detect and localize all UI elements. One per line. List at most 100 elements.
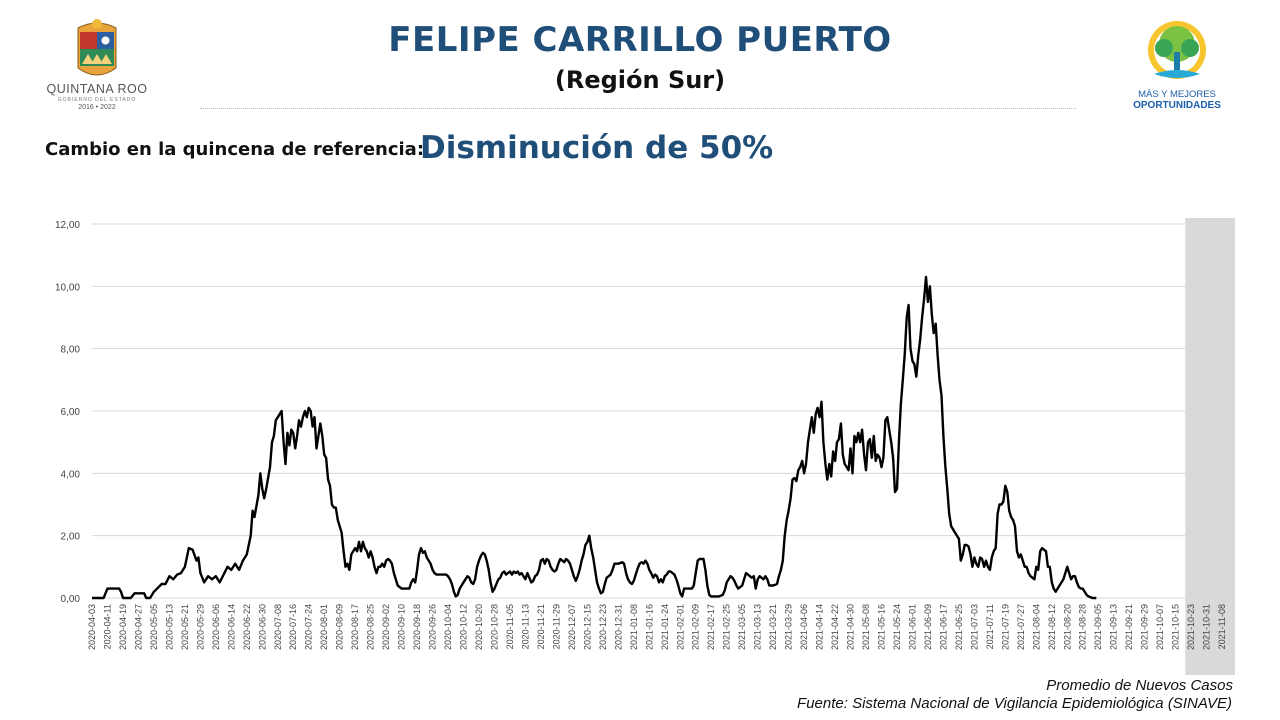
- x-tick-label: 2021-08-28: [1078, 604, 1088, 650]
- logo-line2: OPORTUNIDADES: [1133, 100, 1221, 111]
- x-tick-label: 2021-10-07: [1155, 604, 1165, 650]
- series-label: Promedio de Nuevos Casos: [1046, 677, 1233, 694]
- highlight-band: [1185, 218, 1235, 675]
- x-tick-label: 2021-05-16: [876, 604, 886, 650]
- x-tick-label: 2020-05-21: [180, 604, 190, 650]
- x-tick-label: 2021-01-24: [660, 604, 670, 650]
- x-tick-label: 2021-08-20: [1062, 604, 1072, 650]
- cases-line-chart: 0,00 2,00 4,00 6,00 8,00 10,00 12,00 2020-04-0…: [55, 218, 1235, 675]
- x-tick-label: 2021-09-13: [1109, 604, 1119, 650]
- x-tick-label: 2020-07-08: [273, 604, 283, 650]
- logo-wordmark: QUINTANA ROO: [46, 82, 148, 96]
- x-tick-label: 2021-07-19: [1000, 604, 1010, 650]
- highlight-rect: [1185, 218, 1235, 675]
- x-tick-label: 2020-09-26: [428, 604, 438, 650]
- x-tick-label: 2020-11-21: [536, 604, 546, 649]
- y-tick-label: 0,00: [61, 594, 81, 605]
- x-tick-label: 2020-11-29: [551, 604, 561, 649]
- x-tick-label: 2020-11-13: [520, 604, 530, 649]
- x-tick-label: 2021-07-03: [969, 604, 979, 650]
- x-tick-label: 2021-06-01: [907, 604, 917, 650]
- x-tick-label: 2021-01-08: [629, 604, 639, 650]
- y-axis-ticks: 0,00 2,00 4,00 6,00 8,00 10,00 12,00: [55, 220, 80, 605]
- change-value: Disminución de 50%: [420, 130, 774, 166]
- quintana-roo-logo: QUINTANA ROO GOBIERNO DEL ESTADO 2016 • …: [44, 18, 150, 114]
- x-tick-label: 2020-09-02: [381, 604, 391, 650]
- mas-oportunidades-logo: MÁS Y MEJORES OPORTUNIDADES: [1124, 20, 1234, 116]
- x-tick-label: 2021-03-13: [753, 604, 763, 650]
- x-tick-label: 2020-09-10: [397, 604, 407, 650]
- x-tick-label: 2021-01-16: [644, 604, 654, 650]
- x-tick-label: 2021-04-14: [815, 604, 825, 650]
- x-tick-label: 2021-02-25: [722, 604, 732, 650]
- x-tick-label: 2021-06-09: [923, 604, 933, 650]
- x-tick-label: 2020-07-16: [288, 604, 298, 650]
- x-tick-label: 2020-10-28: [489, 604, 499, 650]
- series-layer: [92, 275, 1097, 600]
- x-tick-label: 2021-09-29: [1140, 604, 1150, 650]
- x-tick-label: 2020-12-15: [582, 604, 592, 650]
- x-tick-label: 2020-06-30: [257, 604, 267, 650]
- logo-tagline: GOBIERNO DEL ESTADO: [57, 97, 137, 103]
- x-tick-label: 2021-09-21: [1124, 604, 1134, 650]
- x-tick-label: 2021-04-06: [799, 604, 809, 650]
- coat-of-arms-icon: [77, 19, 117, 76]
- x-tick-label: 2021-08-12: [1047, 604, 1057, 650]
- x-tick-label: 2021-04-30: [846, 604, 856, 650]
- x-tick-label: 2020-12-07: [567, 604, 577, 650]
- x-tick-label: 2021-02-17: [706, 604, 716, 650]
- x-tick-label: 2020-06-22: [242, 604, 252, 650]
- logo-line1: MÁS Y MEJORES: [1138, 89, 1216, 100]
- change-label: Cambio en la quincena de referencia:: [45, 139, 425, 160]
- x-tick-label: 2021-03-05: [737, 604, 747, 650]
- source-note: Fuente: Sistema Nacional de Vigilancia E…: [797, 695, 1232, 712]
- x-tick-label: 2020-05-05: [149, 604, 159, 650]
- x-tick-label: 2021-10-15: [1171, 604, 1181, 650]
- y-tick-label: 12,00: [55, 220, 80, 231]
- x-tick-label: 2021-07-27: [1016, 604, 1026, 650]
- x-tick-label: 2021-03-29: [784, 604, 794, 650]
- grid-lines: [92, 223, 1224, 599]
- x-tick-label: 2021-10-23: [1186, 604, 1196, 650]
- x-tick-label: 2021-02-09: [691, 604, 701, 650]
- series-line: [92, 275, 1097, 600]
- x-tick-label: 2020-11-05: [505, 604, 515, 649]
- x-tick-label: 2020-06-14: [226, 604, 236, 650]
- x-tick-label: 2020-10-04: [443, 604, 453, 650]
- x-tick-label: 2021-05-08: [861, 604, 871, 650]
- x-tick-label: 2020-08-09: [335, 604, 345, 650]
- header-divider: [200, 108, 1076, 109]
- x-tick-label: 2020-04-27: [133, 604, 143, 650]
- x-tick-label: 2021-05-24: [892, 604, 902, 650]
- x-tick-label: 2020-12-31: [613, 604, 623, 650]
- page-title: FELIPE CARRILLO PUERTO: [388, 20, 892, 60]
- tree-sun-icon: [1148, 21, 1206, 79]
- x-tick-label: 2021-02-01: [675, 604, 685, 650]
- x-tick-label: 2020-12-23: [598, 604, 608, 650]
- y-tick-label: 4,00: [61, 469, 81, 480]
- y-tick-label: 10,00: [55, 282, 80, 293]
- x-tick-label: 2021-06-25: [954, 604, 964, 650]
- x-tick-label: 2021-10-31: [1202, 604, 1212, 650]
- x-tick-label: 2020-08-25: [366, 604, 376, 650]
- x-tick-label: 2021-04-22: [830, 604, 840, 650]
- x-tick-label: 2021-09-05: [1093, 604, 1103, 650]
- x-tick-label: 2020-04-19: [118, 604, 128, 650]
- x-tick-label: 2020-07-24: [304, 604, 314, 650]
- x-axis-ticks: 2020-04-03 2020-04-11 2020-04-19 2020-04-27…: [87, 604, 1227, 650]
- x-tick-label: 2020-09-18: [412, 604, 422, 650]
- x-tick-label: 2020-06-06: [211, 604, 221, 650]
- x-tick-label: 2020-08-17: [350, 604, 360, 650]
- x-tick-label: 2020-05-29: [195, 604, 205, 650]
- y-tick-label: 2,00: [61, 532, 81, 543]
- x-tick-label: 2020-08-01: [319, 604, 329, 650]
- x-tick-label: 2020-04-03: [87, 604, 97, 650]
- x-tick-label: 2021-11-08: [1217, 604, 1227, 649]
- page-subtitle: (Región Sur): [554, 66, 726, 94]
- logo-years: 2016 • 2022: [78, 104, 116, 111]
- x-tick-label: 2020-10-20: [474, 604, 484, 650]
- x-tick-label: 2021-08-04: [1031, 604, 1041, 650]
- x-tick-label: 2020-04-11: [102, 604, 112, 649]
- x-tick-label: 2020-05-13: [164, 604, 174, 650]
- x-tick-label: 2020-10-12: [459, 604, 469, 650]
